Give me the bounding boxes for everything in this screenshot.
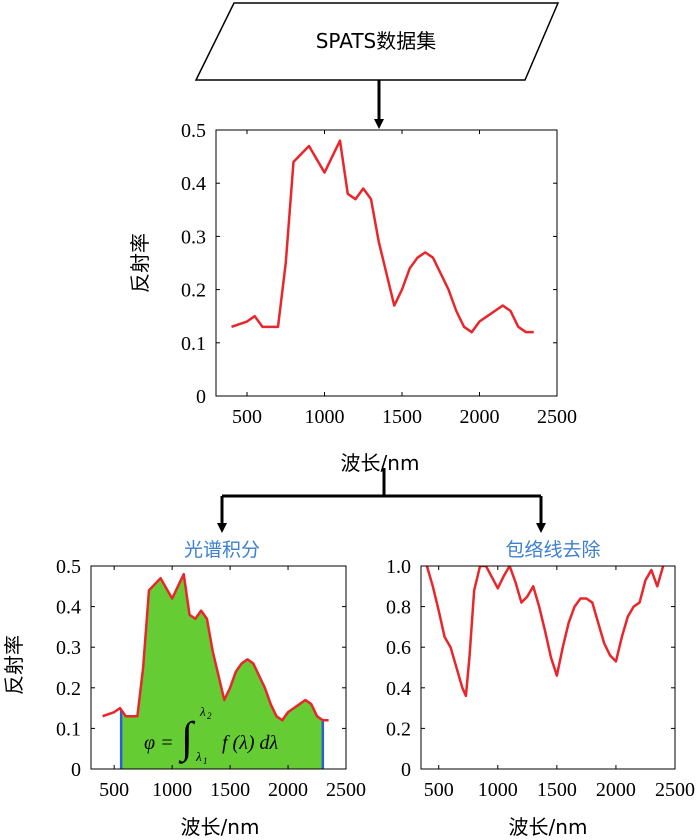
- series-line: [231, 139, 534, 334]
- dataset-parallelogram: [194, 2, 560, 81]
- continuum-removed-chart: 500 1000 1500 2000 2500 0 0.2 0.4 0.6 0.8 1.0 波长/nm: [386, 556, 695, 839]
- x-tick-label: 2500: [326, 779, 366, 801]
- dataset-node: SPATS数据集: [194, 2, 560, 81]
- y-tick-label: 0.5: [181, 120, 206, 142]
- y-tick-label: 0.5: [56, 556, 81, 578]
- x-tick-label: 1000: [305, 406, 345, 428]
- x-axis-label: 波长/nm: [509, 815, 588, 839]
- formula-lhs: φ =: [144, 732, 174, 754]
- y-tick-label: 0.8: [386, 597, 411, 619]
- x-tick-label: 2000: [460, 406, 500, 428]
- x-tick-label: 2000: [596, 779, 636, 801]
- y-tick-label: 0.2: [181, 280, 206, 302]
- y-tick-label: 1.0: [386, 556, 411, 578]
- branch-connector: [217, 468, 546, 533]
- y-tick-label: 0.3: [181, 226, 206, 248]
- reflectance-chart: 500 1000 1500 2000 2500 0 0.1 0.2 0.3 0.4 0.5 波长/nm…: [128, 120, 577, 475]
- y-tick-label: 0.2: [56, 678, 81, 700]
- y-tick-label: 0.2: [386, 718, 411, 740]
- x-tick-label: 500: [424, 779, 454, 801]
- plot-frame: [420, 565, 676, 770]
- continuum-title: 包络线去除: [505, 539, 600, 561]
- y-tick-label: 0.1: [181, 333, 206, 355]
- x-tick-label: 1000: [152, 779, 192, 801]
- series-line: [425, 566, 665, 698]
- integral-area: [121, 574, 323, 769]
- plot-area: [231, 139, 534, 334]
- formula-integrand: f (λ) dλ: [222, 732, 279, 754]
- x-tick-label: 500: [232, 406, 262, 428]
- y-tick-label: 0.4: [181, 173, 206, 195]
- x-axis-label: 波长/nm: [181, 815, 260, 839]
- x-tick-label: 1000: [478, 779, 518, 801]
- x-tick-label: 2500: [655, 779, 695, 801]
- spectral-integral-chart: 500 1000 1500 2000 2500 0 0.1 0.2 0.3 0.4 0.5 波长/nm…: [2, 556, 366, 839]
- plot-frame: [90, 565, 347, 770]
- integral-title: 光谱积分: [184, 539, 260, 561]
- x-tick-label: 1500: [210, 779, 250, 801]
- y-tick-label: 0: [71, 759, 81, 781]
- y-axis-label: 反射率: [128, 233, 152, 293]
- y-tick-label: 0.4: [56, 597, 81, 619]
- series-line: [102, 572, 329, 722]
- x-tick-label: 1500: [382, 406, 422, 428]
- x-tick-label: 1500: [537, 779, 577, 801]
- plot-area: [425, 566, 665, 698]
- y-axis-label: 反射率: [2, 635, 26, 695]
- formula-lower-limit: λ: [195, 749, 202, 764]
- y-tick-label: 0: [196, 386, 206, 408]
- formula-lower-sub: 1: [203, 756, 208, 766]
- y-tick-label: 0.4: [386, 678, 411, 700]
- formula-upper-sub: 2: [207, 711, 212, 721]
- integral-sign: ∫: [178, 713, 196, 764]
- formula-upper-limit: λ: [199, 704, 206, 719]
- plot-frame: [215, 129, 558, 397]
- dataset-label: SPATS数据集: [316, 29, 437, 53]
- plot-area: [102, 572, 329, 769]
- y-tick-label: 0.1: [56, 718, 81, 740]
- integral-formula: φ = ∫ λ 2 λ 1 f (λ) dλ: [144, 704, 279, 766]
- y-tick-label: 0.3: [56, 637, 81, 659]
- x-tick-label: 2000: [268, 779, 308, 801]
- x-tick-label: 2500: [537, 406, 577, 428]
- x-axis-label: 波长/nm: [341, 451, 420, 475]
- y-tick-label: 0: [401, 759, 411, 781]
- x-tick-label: 500: [99, 779, 129, 801]
- y-tick-label: 0.6: [386, 637, 411, 659]
